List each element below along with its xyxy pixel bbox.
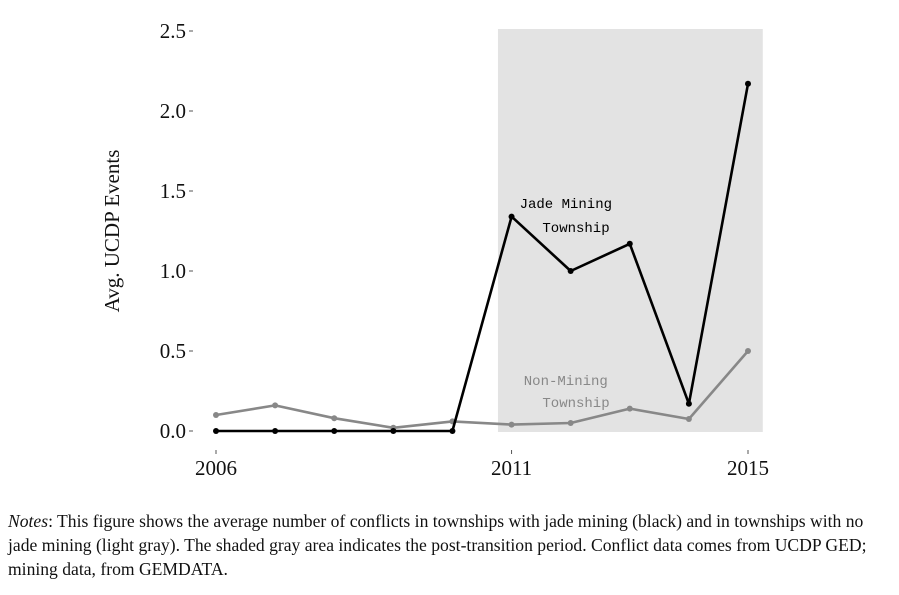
non-mining-annotation-line-2: Township: [542, 396, 609, 412]
x-tick-label: 2011: [491, 456, 532, 480]
non-mining-data-point: [685, 416, 692, 422]
y-axis: 0.0 0.5 1.0 1.5 2.0 2.5: [160, 19, 193, 443]
non-mining-data-point: [508, 421, 515, 428]
jade-mining-data-point: [390, 428, 397, 434]
jade-annotation-line-1: Jade Mining: [520, 197, 612, 213]
x-axis: 2006 2011 2015: [195, 450, 769, 480]
notes-label: Notes: [8, 511, 49, 531]
non-mining-series-line: [215, 350, 749, 430]
jade-mining-data-point: [745, 80, 751, 87]
jade-mining-data-point: [331, 428, 338, 434]
line-chart: 0.0 0.5 1.0 1.5 2.0 2.5 2006 2011 2015 Avg. UCD…: [100, 19, 769, 480]
jade-mining-data-point: [567, 268, 574, 274]
notes-text: : This figure shows the average number o…: [8, 511, 867, 579]
series-group: [213, 80, 751, 434]
jade-mining-data-point: [449, 428, 456, 434]
non-mining-annotation-line-1: Non-Mining: [524, 374, 608, 390]
y-tick-label: 0.0: [160, 419, 186, 443]
jade-mining-series-line: [216, 83, 750, 433]
y-tick-label: 1.0: [160, 259, 186, 283]
jade-mining-data-point: [685, 400, 692, 407]
y-axis-title: Avg. UCDP Events: [100, 150, 124, 313]
jade-annotation-line-2: Township: [542, 221, 609, 237]
y-tick-label: 2.5: [160, 19, 186, 43]
y-tick-label: 2.0: [160, 99, 186, 123]
non-mining-data-point: [331, 415, 338, 422]
jade-mining-data-point: [508, 213, 515, 220]
jade-mining-data-point: [272, 428, 279, 434]
jade-mining-annotation: Jade Mining Township: [520, 197, 621, 237]
jade-mining-data-point: [626, 240, 633, 247]
non-mining-data-point: [745, 348, 751, 354]
y-tick-label: 1.5: [160, 179, 186, 203]
x-tick-label: 2006: [195, 456, 237, 480]
non-mining-data-point: [213, 412, 219, 418]
non-mining-data-point: [567, 420, 574, 426]
x-tick-label: 2015: [727, 456, 769, 480]
non-mining-data-point: [626, 405, 633, 412]
jade-mining-data-point: [213, 428, 219, 434]
post-transition-shaded-area: [497, 29, 763, 432]
figure-notes: Notes: This figure shows the average num…: [8, 509, 894, 581]
non-mining-annotation: Non-Mining Township: [524, 374, 616, 412]
non-mining-data-point: [272, 402, 279, 409]
y-tick-label: 0.5: [160, 339, 186, 363]
